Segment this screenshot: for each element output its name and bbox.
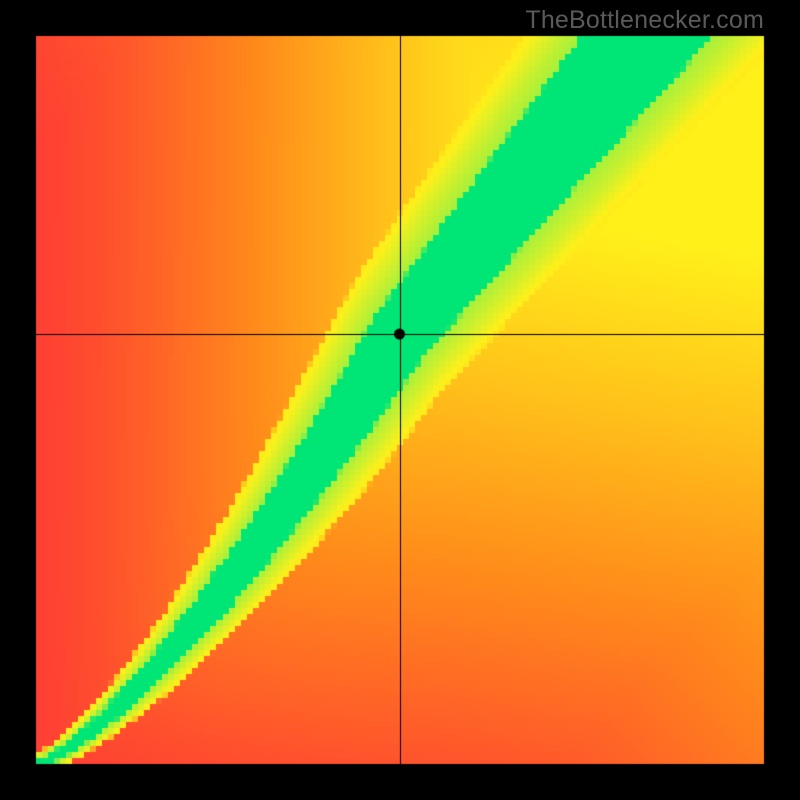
- bottleneck-heatmap: [0, 0, 800, 800]
- watermark-text: TheBottlenecker.com: [525, 6, 764, 35]
- chart-container: { "type": "heatmap", "canvas": { "width"…: [0, 0, 800, 800]
